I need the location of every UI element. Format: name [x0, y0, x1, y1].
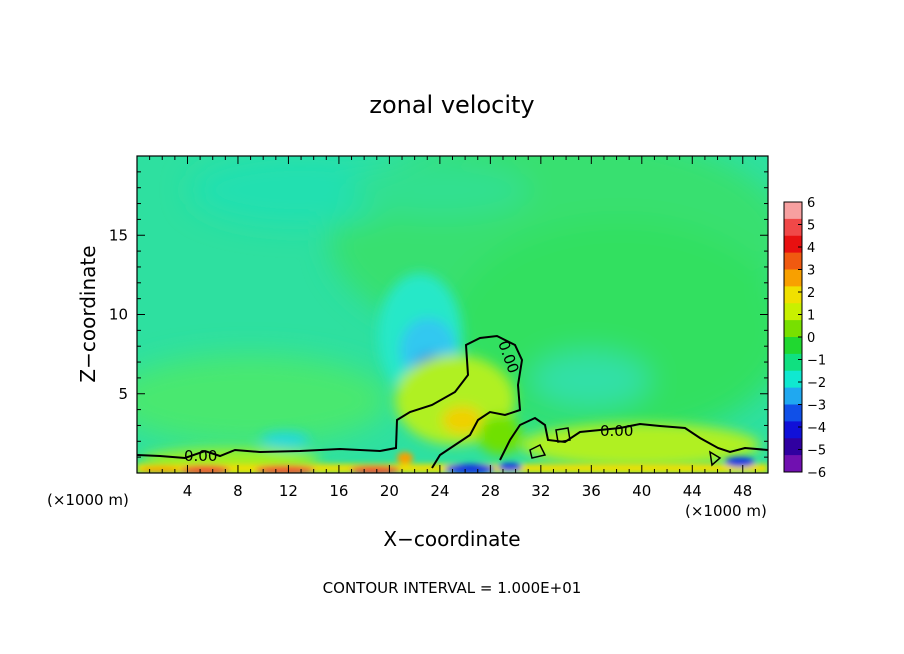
- y-tick-label: 5: [118, 385, 128, 403]
- colorbar-label: 5: [807, 219, 815, 234]
- colorbar-swatch: [784, 303, 802, 321]
- colorbar-label: −4: [807, 421, 826, 436]
- colorbar-swatch: [784, 455, 802, 473]
- colorbar-label: 3: [807, 264, 815, 279]
- colorbar-swatch: [784, 404, 802, 422]
- colorbar-swatch: [784, 337, 802, 355]
- y-tick-label: 15: [109, 226, 128, 244]
- x-tick-label: 36: [582, 482, 601, 500]
- plot-area: 0.00 0.00 0.00: [137, 156, 768, 473]
- colorbar-swatch: [784, 387, 802, 405]
- x-axis: 4 8 12 16 20 24 28 32 36 40 44 48: [149, 156, 756, 500]
- colorbar-swatch: [784, 218, 802, 237]
- colorbar-label: 1: [807, 309, 815, 324]
- colorbar-label: −5: [807, 444, 826, 459]
- x-tick-label: 32: [531, 482, 550, 500]
- x-tick-label: 24: [430, 482, 449, 500]
- x-unit-left: (×1000 m): [47, 491, 129, 509]
- zero-contour-line: [137, 334, 768, 469]
- zero-contour-line-small: [529, 427, 722, 467]
- x-unit-right: (×1000 m): [685, 502, 767, 520]
- x-tick-label: 12: [279, 482, 298, 500]
- chart-title: zonal velocity: [369, 91, 534, 119]
- colorbar-swatch: [784, 202, 802, 220]
- colorbar-label: −3: [807, 399, 826, 414]
- colorbar-swatch: [784, 320, 802, 338]
- colorbar-swatch: [784, 235, 802, 254]
- x-tick-label: 44: [683, 482, 702, 500]
- x-tick-label: 20: [380, 482, 399, 500]
- x-tick-label: 40: [632, 482, 651, 500]
- x-tick-label: 48: [733, 482, 752, 500]
- y-axis: 5 10 15: [109, 171, 768, 458]
- colorbar-label: 2: [807, 286, 815, 301]
- y-axis-label: Z−coordinate: [76, 245, 100, 382]
- x-tick-label: 28: [481, 482, 500, 500]
- x-tick-label: 16: [329, 482, 348, 500]
- colorbar-swatch: [784, 286, 802, 304]
- contour-interval-note: CONTOUR INTERVAL = 1.000E+01: [323, 579, 582, 597]
- colorbar-label: −2: [807, 376, 826, 391]
- colorbar-label: −1: [807, 354, 826, 369]
- colorbar-swatch: [784, 353, 802, 372]
- contour-label: 0.00: [184, 447, 217, 465]
- colorbar-label: −6: [807, 466, 826, 481]
- y-tick-label: 10: [109, 306, 128, 324]
- near-surface-jets: [137, 452, 768, 473]
- colorbar-swatch: [784, 370, 802, 389]
- contour-label: 0.00: [600, 422, 633, 440]
- colorbar: 6 5 4 3 2 1 0 −1 −2 −3 −4 −5 −6: [783, 196, 826, 481]
- colorbar-swatch: [784, 421, 802, 439]
- x-axis-label: X−coordinate: [383, 527, 520, 551]
- x-tick-label: 4: [183, 482, 193, 500]
- colorbar-swatch: [784, 252, 802, 270]
- colorbar-label: 0: [807, 331, 815, 346]
- x-tick-label: 8: [233, 482, 243, 500]
- colorbar-label: 4: [807, 241, 815, 256]
- colorbar-label: 6: [807, 196, 815, 211]
- colorbar-swatch: [784, 269, 802, 287]
- colorbar-swatch: [784, 438, 802, 456]
